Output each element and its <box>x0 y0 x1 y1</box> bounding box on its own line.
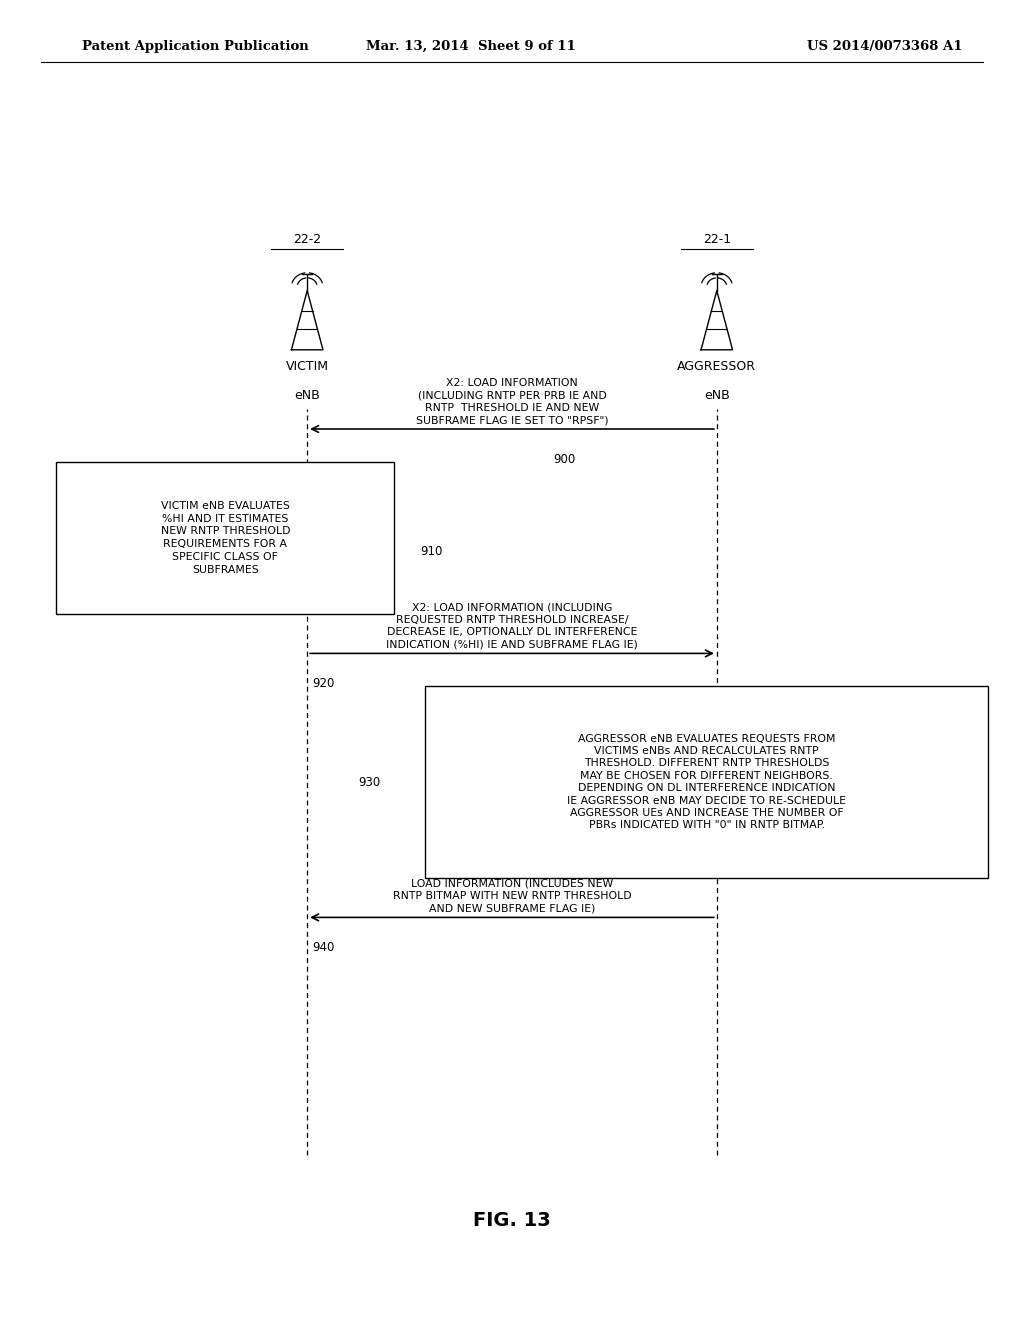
Text: 910: 910 <box>420 545 442 557</box>
Text: 22-2: 22-2 <box>293 232 322 246</box>
Bar <box>56 462 394 614</box>
Text: VICTIM eNB EVALUATES
%HI AND IT ESTIMATES
NEW RNTP THRESHOLD
REQUIREMENTS FOR A
: VICTIM eNB EVALUATES %HI AND IT ESTIMATE… <box>161 500 290 576</box>
Text: AGGRESSOR eNB EVALUATES REQUESTS FROM
VICTIMS eNBs AND RECALCULATES RNTP
THRESHO: AGGRESSOR eNB EVALUATES REQUESTS FROM VI… <box>567 734 846 830</box>
Text: Mar. 13, 2014  Sheet 9 of 11: Mar. 13, 2014 Sheet 9 of 11 <box>367 40 575 53</box>
Text: eNB: eNB <box>703 389 730 403</box>
Text: Patent Application Publication: Patent Application Publication <box>82 40 308 53</box>
Text: VICTIM: VICTIM <box>286 360 329 374</box>
Text: FIG. 13: FIG. 13 <box>473 1212 551 1230</box>
Text: 22-1: 22-1 <box>702 232 731 246</box>
Text: 900: 900 <box>553 453 575 466</box>
Text: X2: LOAD INFORMATION
(INCLUDING RNTP PER PRB IE AND
RNTP  THRESHOLD IE AND NEW
S: X2: LOAD INFORMATION (INCLUDING RNTP PER… <box>416 378 608 425</box>
Text: X2: LOAD INFORMATION (INCLUDING
REQUESTED RNTP THRESHOLD INCREASE/
DECREASE IE, : X2: LOAD INFORMATION (INCLUDING REQUESTE… <box>386 602 638 649</box>
Text: 920: 920 <box>312 677 335 690</box>
Text: 940: 940 <box>312 941 335 954</box>
Text: 930: 930 <box>358 776 381 788</box>
Text: LOAD INFORMATION (INCLUDES NEW
RNTP BITMAP WITH NEW RNTP THRESHOLD
AND NEW SUBFR: LOAD INFORMATION (INCLUDES NEW RNTP BITM… <box>392 879 632 913</box>
Text: US 2014/0073368 A1: US 2014/0073368 A1 <box>807 40 963 53</box>
Text: AGGRESSOR: AGGRESSOR <box>677 360 757 374</box>
Text: eNB: eNB <box>294 389 321 403</box>
Bar <box>425 686 988 878</box>
